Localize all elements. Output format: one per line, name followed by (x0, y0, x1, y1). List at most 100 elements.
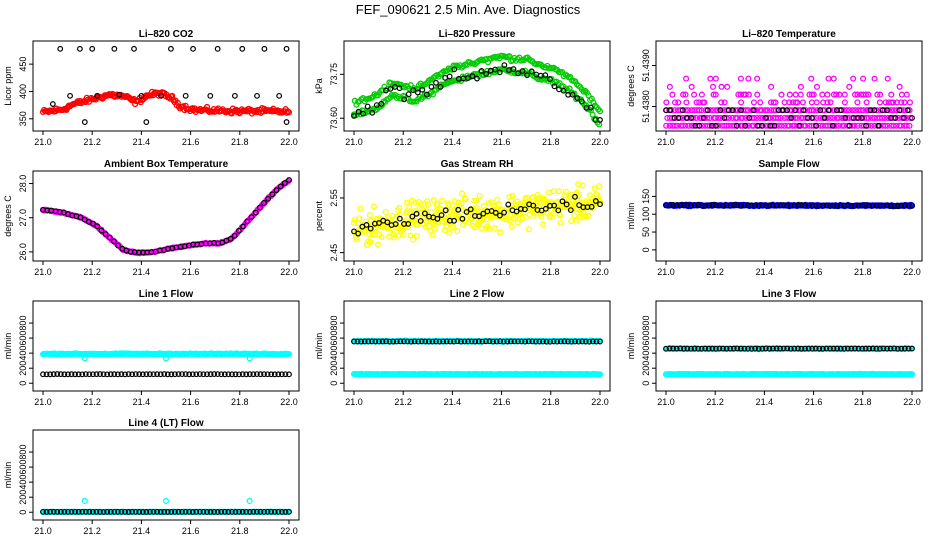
data-point (86, 508, 93, 515)
data-point (282, 509, 289, 515)
data-point (250, 508, 257, 515)
data-point (846, 83, 853, 90)
data-point (511, 338, 518, 345)
data-point (277, 183, 284, 190)
data-point (835, 122, 842, 129)
data-point (47, 508, 54, 515)
data-point (764, 107, 771, 114)
data-point (869, 345, 876, 352)
plot-frame (32, 429, 300, 521)
data-point (246, 509, 253, 515)
data-point (433, 79, 439, 86)
data-point (383, 338, 389, 345)
data-point (483, 71, 490, 77)
data-point (396, 215, 403, 222)
data-point (862, 91, 870, 98)
data-point (827, 203, 833, 209)
data-point (82, 508, 89, 515)
data-point (800, 107, 807, 114)
x-tick-label: 21.8 (231, 526, 249, 536)
data-point (355, 108, 362, 115)
data-point (680, 345, 687, 352)
data-point (586, 338, 593, 345)
data-point (518, 338, 525, 345)
data-point (851, 91, 859, 98)
y-tick-label: 150 (641, 189, 651, 204)
data-point (906, 99, 914, 106)
x-tick-label: 22.0 (280, 397, 298, 407)
data-point (873, 345, 880, 352)
data-point (688, 345, 694, 352)
data-point (684, 345, 691, 352)
panel-title: Li–820 Pressure (439, 29, 516, 40)
data-point (854, 122, 861, 129)
data-point (446, 73, 453, 80)
data-point (207, 509, 214, 515)
data-point (715, 122, 722, 129)
data-point (568, 338, 575, 345)
data-point (675, 99, 682, 106)
data-point (808, 99, 815, 106)
data-point (810, 122, 817, 129)
data-point (256, 204, 263, 211)
series-fine (350, 52, 604, 128)
x-tick-label: 21.6 (805, 137, 823, 147)
panel-title: Line 3 Flow (762, 289, 817, 300)
data-point (673, 345, 680, 352)
data-point (884, 107, 890, 114)
data-point (356, 215, 363, 222)
data-point (730, 345, 737, 352)
data-point (795, 202, 801, 209)
data-point (392, 221, 399, 227)
data-point (504, 338, 511, 345)
data-point (881, 107, 888, 114)
data-point (104, 371, 111, 378)
data-point (390, 338, 397, 345)
data-point (551, 202, 558, 209)
data-point (522, 206, 528, 213)
data-point (702, 345, 709, 352)
data-point (494, 196, 501, 203)
data-point (474, 75, 480, 82)
data-point (896, 83, 903, 90)
x-tick-label: 21.8 (542, 397, 560, 407)
data-point (559, 198, 566, 205)
data-point (836, 91, 843, 98)
data-point (550, 338, 557, 345)
data-point (701, 99, 708, 106)
data-point (819, 91, 826, 98)
y-tick-label: 350 (18, 111, 28, 126)
data-point (405, 91, 412, 98)
data-point (114, 508, 121, 515)
data-point (579, 182, 587, 189)
data-point (734, 345, 741, 352)
data-point (834, 345, 841, 352)
data-point (875, 122, 882, 129)
series-ave (351, 62, 603, 123)
data-point (89, 45, 96, 52)
data-point (475, 338, 482, 345)
x-tick-label: 21.8 (854, 397, 872, 407)
data-point (688, 115, 694, 121)
data-point (737, 75, 744, 82)
data-point (772, 107, 779, 114)
data-point (211, 509, 218, 515)
data-point (404, 338, 411, 345)
data-point (414, 89, 421, 96)
data-point (257, 508, 264, 515)
data-point (888, 91, 895, 98)
plot-area (350, 181, 604, 248)
x-tick-label: 22.0 (591, 137, 609, 147)
data-point (699, 122, 706, 129)
data-point (819, 345, 826, 352)
data-point (386, 338, 393, 345)
data-point (97, 371, 103, 377)
data-point (810, 107, 817, 114)
data-point (243, 371, 250, 378)
data-point (424, 201, 432, 208)
data-point (891, 345, 898, 352)
data-point (172, 508, 178, 515)
data-point (282, 371, 289, 378)
data-point (448, 206, 455, 213)
data-point (724, 83, 731, 90)
